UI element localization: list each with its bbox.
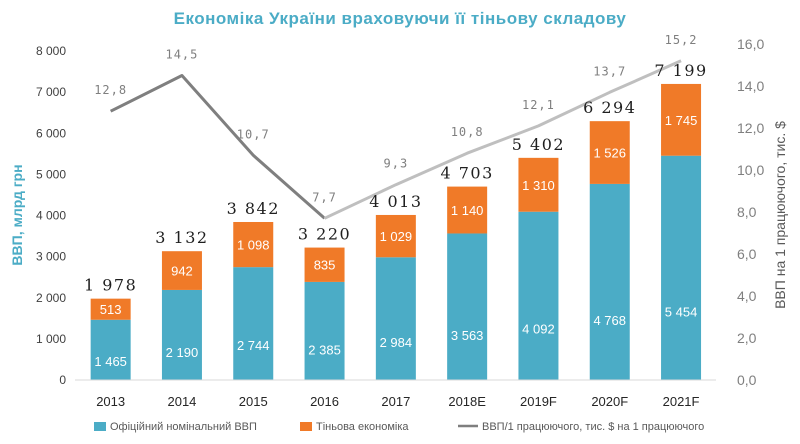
x-tick-label: 2016 (310, 394, 339, 409)
data-label-total: 1 978 (84, 276, 137, 295)
data-label-shadow: 1 310 (522, 178, 555, 193)
legend-swatch-official (94, 422, 106, 431)
x-axis: 2013 2014 2015 2016 2017 2018E 2019F 2020F 2021F (96, 394, 699, 409)
y-tick-left: 2 000 (36, 291, 66, 305)
bar-official (518, 211, 559, 380)
y-tick-left: 6 000 (36, 126, 66, 140)
bar-official (447, 233, 488, 380)
bar-shadow (661, 83, 702, 156)
bar-shadow (447, 186, 488, 234)
legend-swatch-shadow (300, 422, 312, 431)
data-label-total: 3 220 (298, 225, 351, 244)
bar-series (90, 83, 702, 380)
data-label-line: 13,7 (593, 64, 626, 78)
x-tick-label: 2019F (520, 394, 557, 409)
bar-shadow (90, 298, 131, 320)
data-label-total: 3 132 (155, 228, 208, 247)
y-tick-right: 16,0 (737, 36, 764, 52)
legend-label-official: Офіційний номінальний ВВП (110, 421, 257, 433)
data-label-shadow: 835 (314, 258, 336, 273)
data-label-line: 15,2 (665, 33, 698, 47)
line-segment-forecast (323, 59, 682, 220)
y-tick-left: 1 000 (36, 332, 66, 346)
data-label-shadow: 1 745 (665, 113, 698, 128)
data-label-official: 2 984 (380, 335, 413, 350)
chart-title: Економіка України враховуючи її тіньову … (174, 9, 627, 28)
y-tick-right: 14,0 (737, 78, 764, 94)
data-label-total: 4 703 (440, 164, 493, 183)
y-tick-left: 5 000 (36, 167, 66, 181)
data-label-official: 2 744 (237, 338, 270, 353)
data-label-line: 14,5 (165, 48, 198, 62)
data-label-total: 5 402 (512, 135, 565, 154)
y-tick-right: 12,0 (737, 120, 764, 136)
y-tick-right: 8,0 (737, 204, 757, 220)
y-tick-left: 7 000 (36, 85, 66, 99)
y-axis-left: 0 1 000 2 000 3 000 4 000 5 000 6 000 7 000 8 00… (36, 44, 66, 387)
data-label-total: 3 842 (227, 199, 280, 218)
y-axis-label-right: ВВП на 1 працюючого, тис. $ (772, 121, 788, 309)
data-label-shadow: 1 140 (451, 203, 484, 218)
data-label-official: 4 092 (522, 322, 555, 337)
bar-official (304, 281, 345, 380)
bar-shadow (375, 214, 416, 258)
bar-shadow (304, 247, 345, 282)
data-label-shadow: 942 (171, 264, 193, 279)
bar-shadow (589, 121, 630, 184)
x-tick-label: 2015 (239, 394, 268, 409)
x-tick-label: 2013 (96, 394, 125, 409)
y-tick-right: 2,0 (737, 330, 757, 346)
y-tick-right: 4,0 (737, 288, 757, 304)
x-tick-label: 2014 (167, 394, 196, 409)
data-label-line: 12,8 (94, 83, 127, 97)
x-tick-label: 2020F (591, 394, 628, 409)
bar-official (375, 257, 416, 380)
data-label-line: 10,8 (451, 125, 484, 139)
bar-official (661, 155, 702, 380)
bar-shadow (161, 251, 202, 290)
data-label-shadow: 1 526 (593, 146, 626, 161)
data-label-line: 10,7 (237, 127, 270, 141)
data-label-shadow: 1 029 (380, 229, 413, 244)
y-axis-label-left: ВВП, млрд грн (9, 164, 25, 265)
x-tick-label: 2018E (448, 394, 486, 409)
data-label-total: 6 294 (583, 98, 636, 117)
legend-label-line: ВВП/1 працюючого, тис. $ на 1 працюючого (482, 421, 704, 433)
data-label-official: 2 385 (308, 343, 341, 358)
legend: Офіційний номінальний ВВП Тіньова економ… (94, 421, 704, 433)
data-label-line: 7,7 (312, 190, 337, 204)
bar-shadow (518, 157, 559, 212)
data-label-official: 1 465 (94, 354, 127, 369)
bar-official (161, 289, 202, 380)
data-label-total: 4 013 (369, 192, 422, 211)
y-tick-right: 6,0 (737, 246, 757, 262)
data-label-line: 9,3 (384, 157, 409, 171)
data-label-total: 7 199 (654, 61, 707, 80)
bar-official (90, 319, 131, 380)
legend-label-shadow: Тіньова економіка (316, 421, 409, 433)
data-label-official: 4 768 (593, 313, 626, 328)
data-labels: 1 465 513 1 978 2 190 942 3 132 2 744 1 098 3 84… (84, 33, 707, 369)
data-label-official: 2 190 (166, 345, 199, 360)
data-label-official: 3 563 (451, 328, 484, 343)
bar-official (233, 267, 274, 380)
data-label-shadow: 513 (100, 302, 122, 317)
y-tick-left: 3 000 (36, 250, 66, 264)
bar-official (589, 183, 630, 380)
data-label-line: 12,1 (522, 98, 555, 112)
data-label-shadow: 1 098 (237, 238, 270, 253)
x-tick-label: 2017 (381, 394, 410, 409)
bar-shadow (233, 221, 274, 268)
line-segment-actual (109, 74, 326, 220)
y-tick-left: 8 000 (36, 44, 66, 58)
x-tick-label: 2021F (663, 394, 700, 409)
y-tick-left: 4 000 (36, 209, 66, 223)
line-series (109, 59, 682, 220)
y-tick-right: 0,0 (737, 372, 757, 388)
data-label-official: 5 454 (665, 305, 698, 320)
y-axis-right: 0,0 2,0 4,0 6,0 8,0 10,0 12,0 14,0 16,0 (737, 36, 764, 388)
y-tick-left: 0 (59, 373, 66, 387)
y-tick-right: 10,0 (737, 162, 764, 178)
